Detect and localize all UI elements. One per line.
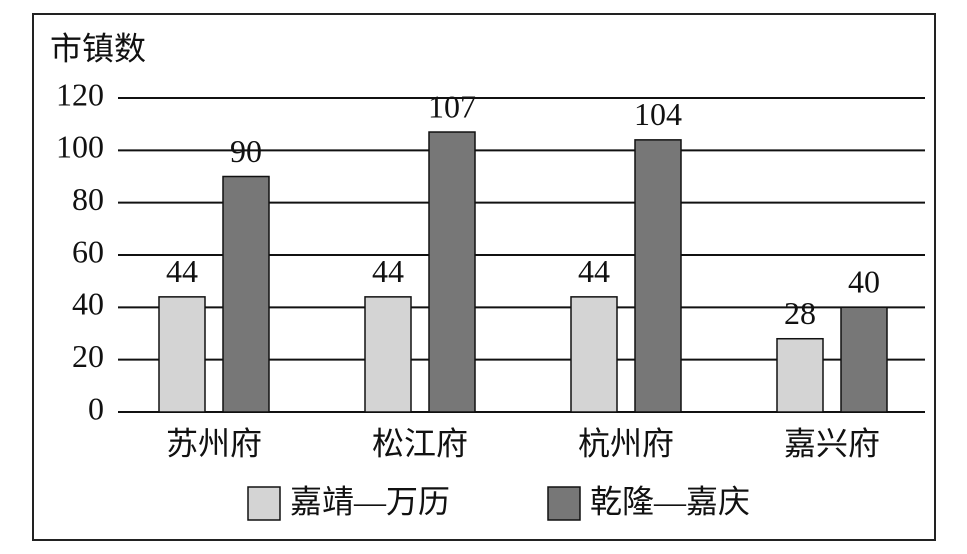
y-tick-label: 60: [72, 233, 104, 269]
value-label: 44: [372, 253, 404, 289]
bar: [428, 131, 476, 413]
x-tick-label: 松江府: [372, 425, 468, 461]
value-label: 90: [230, 133, 262, 169]
frame: [32, 13, 936, 541]
bar: [364, 296, 412, 413]
bar: [570, 296, 618, 413]
bar: [634, 139, 682, 413]
y-tick-label: 0: [88, 390, 104, 426]
y-tick-label: 20: [72, 338, 104, 374]
y-tick-label: 100: [56, 129, 104, 165]
bar: [158, 296, 206, 413]
y-tick-label: 120: [56, 76, 104, 112]
legend-swatch: [547, 486, 581, 521]
legend-label: 乾隆—嘉庆: [590, 483, 750, 519]
bar: [222, 175, 270, 413]
y-axis-label: 市镇数: [50, 30, 146, 66]
x-tick-label: 杭州府: [578, 425, 674, 461]
x-tick-label: 嘉兴府: [784, 425, 880, 461]
bar: [776, 337, 824, 413]
x-tick-label: 苏州府: [166, 425, 262, 461]
value-label: 28: [784, 295, 816, 331]
y-tick-label: 80: [72, 181, 104, 217]
value-label: 104: [634, 96, 682, 132]
bar: [840, 306, 888, 413]
value-label: 44: [166, 253, 198, 289]
value-label: 40: [848, 264, 880, 300]
value-label: 44: [578, 253, 610, 289]
y-tick-label: 40: [72, 286, 104, 322]
value-label: 107: [428, 88, 476, 124]
legend-swatch: [247, 486, 281, 521]
legend-label: 嘉靖—万历: [290, 483, 450, 519]
